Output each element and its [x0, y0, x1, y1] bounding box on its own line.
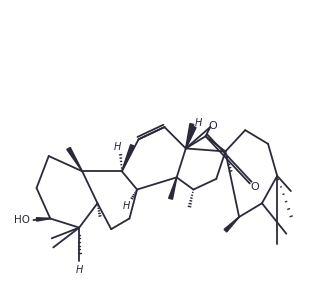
- Text: O: O: [250, 181, 259, 192]
- Text: H: H: [75, 265, 83, 275]
- Text: HO: HO: [15, 215, 31, 225]
- Text: O: O: [209, 121, 217, 131]
- Polygon shape: [37, 218, 50, 221]
- Polygon shape: [186, 124, 194, 148]
- Text: H: H: [123, 201, 130, 211]
- Polygon shape: [186, 127, 196, 148]
- Text: H: H: [194, 118, 202, 128]
- Polygon shape: [224, 217, 239, 232]
- Polygon shape: [169, 177, 177, 199]
- Polygon shape: [122, 145, 134, 171]
- Polygon shape: [67, 147, 82, 171]
- Text: H: H: [114, 142, 121, 152]
